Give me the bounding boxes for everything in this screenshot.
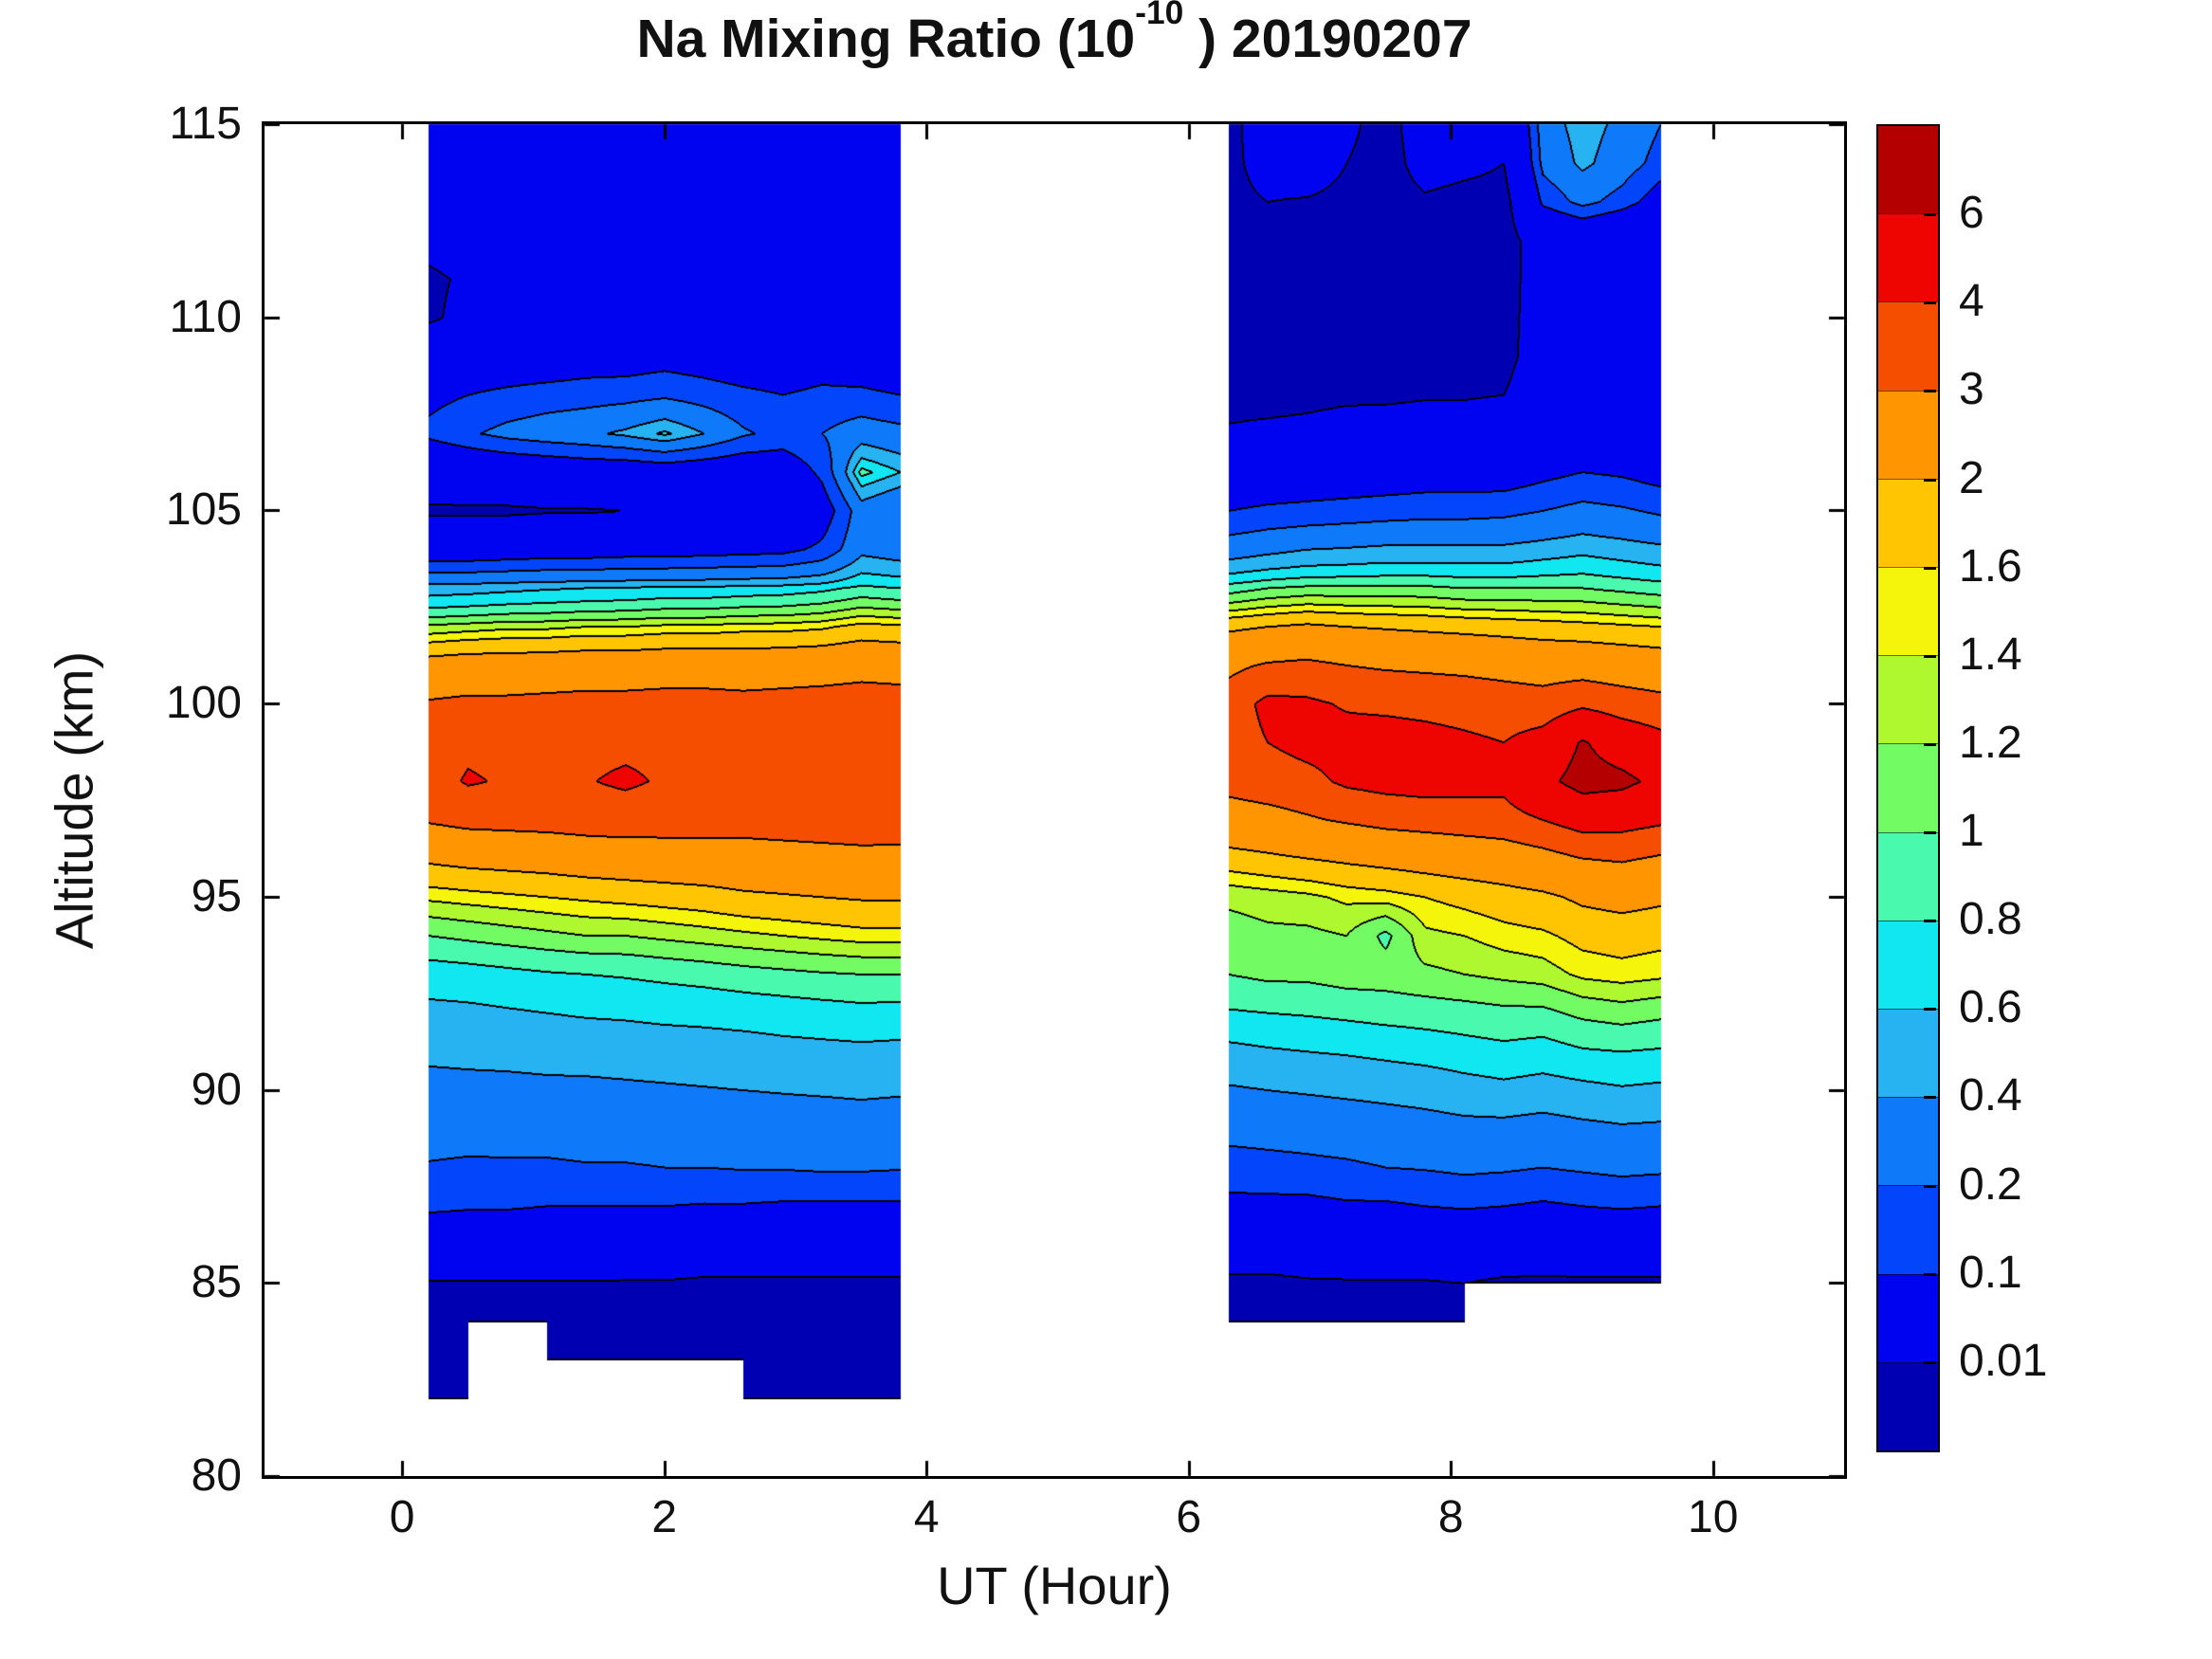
colorbar-cell-1 bbox=[1878, 1361, 1938, 1451]
y-tick-label-85: 85 bbox=[191, 1257, 242, 1308]
colorbar-label-0.2: 0.2 bbox=[1959, 1158, 2022, 1210]
colorbar-label-1: 1 bbox=[1959, 806, 1984, 857]
x-tick-label-4: 4 bbox=[913, 1492, 940, 1542]
y-tick-label-80: 80 bbox=[191, 1450, 242, 1501]
colorbar-label-0.1: 0.1 bbox=[1959, 1247, 2022, 1298]
colorbar-tick bbox=[1924, 831, 1936, 834]
colorbar-tick bbox=[1924, 920, 1936, 922]
colorbar-cell-4 bbox=[1878, 1097, 1938, 1186]
colorbar-tick bbox=[1924, 1096, 1936, 1099]
colorbar-tick bbox=[1924, 1273, 1936, 1276]
colorbar-cell-8 bbox=[1878, 743, 1938, 832]
y-tick-label-105: 105 bbox=[165, 484, 242, 536]
x-tick-label-8: 8 bbox=[1437, 1492, 1464, 1542]
colorbar-label-0.4: 0.4 bbox=[1959, 1070, 2022, 1121]
colorbar-cell-11 bbox=[1878, 478, 1938, 568]
y-tick-label-100: 100 bbox=[165, 678, 242, 729]
colorbar-cell-14 bbox=[1878, 213, 1938, 302]
y-tick-label-95: 95 bbox=[191, 870, 242, 921]
colorbar-cell-5 bbox=[1878, 1009, 1938, 1098]
title-prefix: Na Mixing Ratio (10 bbox=[636, 9, 1136, 69]
colorbar-label-0.8: 0.8 bbox=[1959, 894, 2022, 945]
colorbar-tick bbox=[1924, 479, 1936, 482]
colorbar-cell-3 bbox=[1878, 1185, 1938, 1274]
colorbar-cell-9 bbox=[1878, 655, 1938, 744]
colorbar-label-0.6: 0.6 bbox=[1959, 982, 2022, 1033]
colorbar-tick bbox=[1924, 390, 1936, 392]
x-tick-label-6: 6 bbox=[1176, 1492, 1202, 1542]
colorbar-cell-10 bbox=[1878, 567, 1938, 656]
colorbar-cell-6 bbox=[1878, 920, 1938, 1010]
colorbar-cell-12 bbox=[1878, 390, 1938, 479]
title-suffix: ) 20190207 bbox=[1183, 9, 1472, 69]
colorbar-cell-13 bbox=[1878, 301, 1938, 391]
x-tick-label-10: 10 bbox=[1688, 1492, 1739, 1542]
y-tick-label-90: 90 bbox=[191, 1064, 242, 1115]
plot-title: Na Mixing Ratio (10-10 ) 20190207 bbox=[265, 0, 1844, 70]
colorbar-label-0.01: 0.01 bbox=[1959, 1335, 2048, 1386]
title-superscript: -10 bbox=[1135, 0, 1184, 32]
colorbar-tick bbox=[1924, 655, 1936, 658]
colorbar-label-1.2: 1.2 bbox=[1959, 717, 2022, 768]
colorbar-label-1.6: 1.6 bbox=[1959, 540, 2022, 592]
colorbar-tick bbox=[1924, 301, 1936, 304]
colorbar-tick bbox=[1924, 1185, 1936, 1188]
colorbar-tick bbox=[1924, 567, 1936, 570]
colorbar-tick bbox=[1924, 743, 1936, 746]
colorbar-label-3: 3 bbox=[1959, 364, 1984, 415]
colorbar bbox=[1876, 124, 1940, 1452]
y-tick-label-115: 115 bbox=[169, 99, 242, 149]
colorbar-label-6: 6 bbox=[1959, 188, 1984, 239]
colorbar-label-1.4: 1.4 bbox=[1959, 629, 2022, 680]
colorbar-cell-7 bbox=[1878, 831, 1938, 921]
colorbar-cell-2 bbox=[1878, 1273, 1938, 1362]
colorbar-label-4: 4 bbox=[1959, 276, 1984, 327]
x-tick-label-0: 0 bbox=[389, 1492, 415, 1542]
colorbar-tick bbox=[1924, 1008, 1936, 1011]
x-tick-label-2: 2 bbox=[651, 1492, 678, 1542]
colorbar-tick bbox=[1924, 1361, 1936, 1364]
colorbar-cell-15 bbox=[1878, 126, 1938, 214]
y-tick-label-110: 110 bbox=[169, 291, 242, 342]
colorbar-label-2: 2 bbox=[1959, 452, 1984, 503]
colorbar-tick bbox=[1924, 213, 1936, 216]
x-axis-label: UT (Hour) bbox=[937, 1556, 1172, 1615]
